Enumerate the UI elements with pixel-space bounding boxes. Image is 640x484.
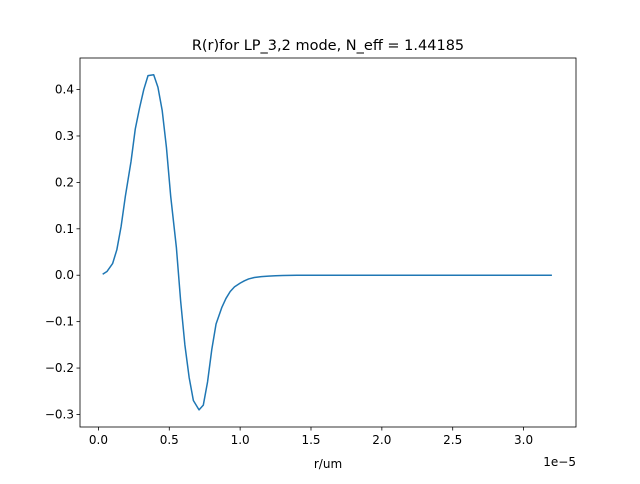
x-axis-offset-label: 1e−5 (543, 455, 576, 469)
y-tick-label-3: 0.0 (55, 268, 74, 282)
chart-title: R(r)for LP_3,2 mode, N_eff = 1.44185 (192, 38, 464, 54)
plot-area: 0.0 0.5 1.0 1.5 2.0 2.5 3.0 −0.3 −0.2 −0.1 0.0 0.1 0… (45, 57, 577, 447)
plot-frame (79, 57, 577, 428)
x-tick-label-2: 1.0 (231, 433, 250, 447)
x-tick-label-6: 3.0 (514, 433, 533, 447)
y-tick-label-7: 0.4 (55, 83, 74, 97)
x-tick-label-1: 0.5 (160, 433, 179, 447)
y-tick-label-5: 0.2 (55, 175, 74, 189)
x-tick-label-4: 2.0 (372, 433, 391, 447)
y-tick-label-4: 0.1 (55, 222, 74, 236)
x-tick-label-5: 2.5 (443, 433, 462, 447)
y-tick-label-2: −0.1 (45, 315, 74, 329)
x-tick-label-3: 1.5 (301, 433, 320, 447)
series-line-0 (102, 73, 552, 411)
x-tick-label-0: 0.0 (89, 433, 108, 447)
x-axis-label: r/um (314, 457, 342, 471)
y-tick-label-1: −0.2 (45, 361, 74, 375)
y-tick-label-0: −0.3 (45, 407, 74, 421)
y-tick-label-6: 0.3 (55, 129, 74, 143)
